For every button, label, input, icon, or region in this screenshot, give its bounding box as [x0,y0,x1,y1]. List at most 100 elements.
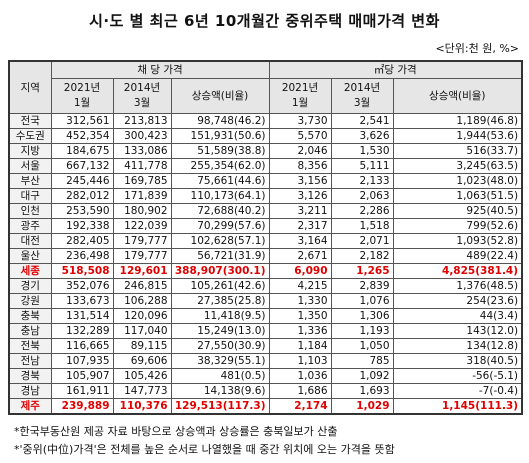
region-cell: 부산 [8,173,52,189]
value-cell: 1,145(111.3) [392,398,523,415]
table-row: 세종 518,508 129,601 388,907(300.1) 6,090 1,265… [8,263,523,279]
value-cell: 255,354(62.0) [170,158,270,174]
value-cell: 1,050 [330,338,394,354]
value-cell: 134(12.8) [392,338,523,354]
sub-header-line: 상승액(비율) [429,89,486,102]
value-cell: 2,133 [330,173,394,189]
value-cell: 1,036 [268,368,332,384]
value-cell: 1,944(53.6) [392,128,523,144]
region-cell: 세종 [8,263,52,279]
value-cell: 5,570 [268,128,332,144]
table-row: 전남 107,935 69,606 38,329(55.1) 1,103 785 318(4… [8,353,523,369]
value-cell: 1,023(48.0) [392,173,523,189]
value-cell: 1,184 [268,338,332,354]
table-row: 경기 352,076 246,815 105,261(42.6) 4,215 2,839 1… [8,278,523,294]
sub-header-line: 상승액(비율) [191,89,249,102]
value-cell: 518,508 [50,263,114,279]
value-cell: 3,156 [268,173,332,189]
value-cell: 107,935 [50,353,114,369]
value-cell: 117,040 [112,323,172,339]
value-cell: 120,096 [112,308,172,324]
value-cell: 1,530 [330,143,394,159]
value-cell: 516(33.7) [392,143,523,159]
sub-header: 2014년 3월 [330,78,394,114]
value-cell: 75,661(44.6) [170,173,270,189]
value-cell: 105,261(42.6) [170,278,270,294]
region-cell: 울산 [8,248,52,264]
region-cell: 대전 [8,233,52,249]
value-cell: 70,299(57.6) [170,218,270,234]
value-cell: 1,029 [330,398,394,415]
table-row: 제주 239,889 110,376 129,513(117.3) 2,174 1,029… [8,398,523,415]
value-cell: 129,513(117.3) [170,398,270,415]
value-cell: 2,671 [268,248,332,264]
value-cell: 27,385(25.8) [170,293,270,309]
value-cell: 4,825(381.4) [392,263,523,279]
value-cell: 27,550(30.9) [170,338,270,354]
header-row: 지역 채 당 가격 ㎡당 가격 [8,60,523,114]
value-cell: 2,174 [268,398,332,415]
value-cell: 2,541 [330,113,394,129]
table-row: 광주 192,338 122,039 70,299(57.6) 2,317 1,518 79… [8,218,523,234]
region-cell: 전북 [8,338,52,354]
sub-header: 2014년 3월 [112,78,172,114]
header-row: 2021년 1월 2014년 3월 상승액(비율) 2021년 1월 2014년 3월 상승액(비… [9,78,523,114]
table-row: 충북 131,514 120,096 11,418(9.5) 1,350 1,306 44(… [8,308,523,324]
value-cell: 318(40.5) [392,353,523,369]
value-cell: 1,189(46.8) [392,113,523,129]
value-cell: 161,911 [50,383,114,399]
value-cell: 253,590 [50,203,114,219]
value-cell: 133,673 [50,293,114,309]
table-row: 경남 161,911 147,773 14,138(9.6) 1,686 1,693 -7(… [8,383,523,399]
value-cell: 44(3.4) [392,308,523,324]
value-cell: 105,426 [112,368,172,384]
value-cell: 129,601 [112,263,172,279]
value-cell: 2,317 [268,218,332,234]
value-cell: 180,902 [112,203,172,219]
sub-header: 2021년 1월 [268,78,332,114]
value-cell: 69,606 [112,353,172,369]
value-cell: 169,785 [112,173,172,189]
value-cell: 5,111 [330,158,394,174]
value-cell: 245,446 [50,173,114,189]
value-cell: 1,093(52.8) [392,233,523,249]
table-row: 부산 245,446 169,785 75,661(44.6) 3,156 2,133 1,… [8,173,523,189]
sub-header-line: 2014년 [123,82,161,94]
value-cell: 98,748(46.2) [170,113,270,129]
value-cell: 282,405 [50,233,114,249]
table-row: 울산 236,498 179,777 56,721(31.9) 2,671 2,182 48… [8,248,523,264]
value-cell: 785 [330,353,394,369]
sub-header: 2021년 1월 [50,78,114,114]
value-cell: 179,777 [112,233,172,249]
table-row: 수도권 452,354 300,423 151,931(50.6) 5,570 3,626… [8,128,523,144]
value-cell: 147,773 [112,383,172,399]
value-cell: 388,907(300.1) [170,263,270,279]
sub-header-line: 3월 [353,97,371,109]
value-cell: 2,286 [330,203,394,219]
table-row: 대구 282,012 171,839 110,173(64.1) 3,126 2,063 1… [8,188,523,204]
note: *'중위(中位)가격'은 전체를 높은 순서로 나열했을 때 중간 위치에 오는… [14,443,395,456]
value-cell: 2,071 [330,233,394,249]
value-cell: 481(0.5) [170,368,270,384]
region-cell: 수도권 [8,128,52,144]
region-cell: 경북 [8,368,52,384]
sub-header-line: 3월 [133,97,151,109]
value-cell: 14,138(9.6) [170,383,270,399]
value-cell: 4,215 [268,278,332,294]
value-cell: 282,012 [50,188,114,204]
value-cell: 1,518 [330,218,394,234]
region-cell: 대구 [8,188,52,204]
table-row: 서울 667,132 411,778 255,354(62.0) 8,356 5,111 3… [8,158,523,174]
value-cell: 236,498 [50,248,114,264]
value-cell: 213,813 [112,113,172,129]
value-cell: 1,076 [330,293,394,309]
value-cell: 51,589(38.8) [170,143,270,159]
value-cell: 1,063(51.5) [392,188,523,204]
table-row: 경북 105,907 105,426 481(0.5) 1,036 1,092 -56(-5… [8,368,523,384]
value-cell: 1,693 [330,383,394,399]
value-cell: 2,182 [330,248,394,264]
value-cell: 192,338 [50,218,114,234]
group-header: ㎡당 가격 [268,60,523,79]
value-cell: 312,561 [50,113,114,129]
